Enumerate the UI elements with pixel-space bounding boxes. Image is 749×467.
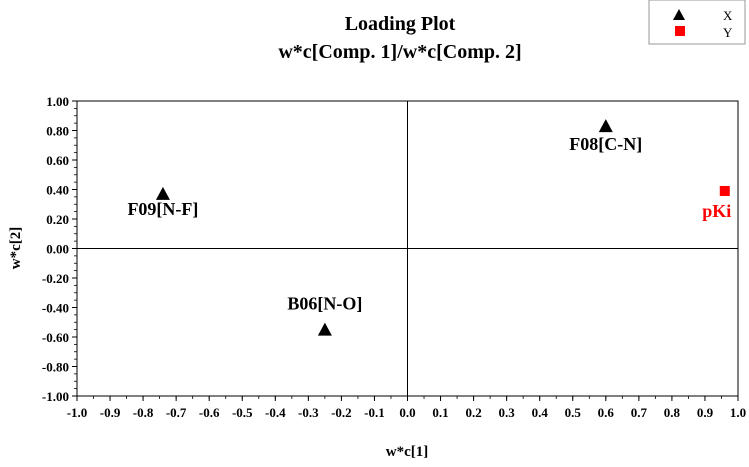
x-tick-label: -0.7 xyxy=(166,405,187,420)
point-label: B06[N-O] xyxy=(287,294,362,314)
chart-subtitle: w*c[Comp. 1]/w*c[Comp. 2] xyxy=(278,41,521,63)
y-tick-label: 0.40 xyxy=(46,183,69,198)
legend-y-label: Y xyxy=(723,25,733,40)
legend: X Y xyxy=(648,0,746,45)
y-tick-label: -0.40 xyxy=(42,301,69,316)
point-label: pKi xyxy=(702,201,731,221)
x-tick-label: 0.3 xyxy=(499,405,516,420)
x-tick-label: 0.7 xyxy=(631,405,648,420)
point-label: F08[C-N] xyxy=(569,134,642,154)
triangle-point xyxy=(317,322,332,336)
x-tick-label: -0.3 xyxy=(298,405,319,420)
triangle-point xyxy=(598,119,613,133)
y-tick-label: 1.00 xyxy=(46,94,69,109)
y-tick-label: 0.20 xyxy=(46,212,69,227)
triangle-point xyxy=(155,186,170,200)
y-tick-label: -1.00 xyxy=(42,389,69,404)
point-label: F09[N-F] xyxy=(127,199,198,219)
y-tick-label: -0.20 xyxy=(42,271,69,286)
x-tick-label: 0.8 xyxy=(664,405,681,420)
y-tick-label: 0.80 xyxy=(46,124,69,139)
x-tick-label: 0.2 xyxy=(465,405,481,420)
chart-title: Loading Plot xyxy=(345,13,456,35)
x-tick-label: -0.5 xyxy=(232,405,253,420)
y-tick-label: 0.60 xyxy=(46,153,69,168)
x-tick-label: 0.5 xyxy=(565,405,582,420)
x-tick-label: 0.4 xyxy=(532,405,549,420)
x-axis-label: w*c[1] xyxy=(386,444,428,460)
x-tick-label: -0.9 xyxy=(100,405,121,420)
x-tick-label: 1.0 xyxy=(730,405,746,420)
x-tick-label: -0.8 xyxy=(133,405,154,420)
x-tick-label: 0.1 xyxy=(432,405,448,420)
x-tick-label: -0.4 xyxy=(265,405,286,420)
x-tick-label: 0.9 xyxy=(697,405,714,420)
legend-x-label: X xyxy=(723,8,733,23)
y-axis-label: w*c[2] xyxy=(8,227,24,269)
legend-y-marker xyxy=(675,26,685,36)
x-tick-label: -1.0 xyxy=(67,405,88,420)
y-tick-label: -0.80 xyxy=(42,360,69,375)
x-tick-label: -0.1 xyxy=(364,405,385,420)
x-tick-label: 0.0 xyxy=(399,405,415,420)
square-point xyxy=(719,185,730,196)
x-tick-label: 0.6 xyxy=(598,405,615,420)
y-tick-label: 0.00 xyxy=(46,242,69,257)
legend-box xyxy=(648,0,746,45)
plot-area: -1.0 -0.9 -0.8 -0.7 -0.6 -0.5 -0.4 -0.3 -0.2 -0.1… xyxy=(42,94,746,420)
y-tick-label: -0.60 xyxy=(42,330,69,345)
x-tick-label: -0.6 xyxy=(199,405,220,420)
legend-x-marker xyxy=(673,9,685,20)
x-tick-label: -0.2 xyxy=(331,405,352,420)
